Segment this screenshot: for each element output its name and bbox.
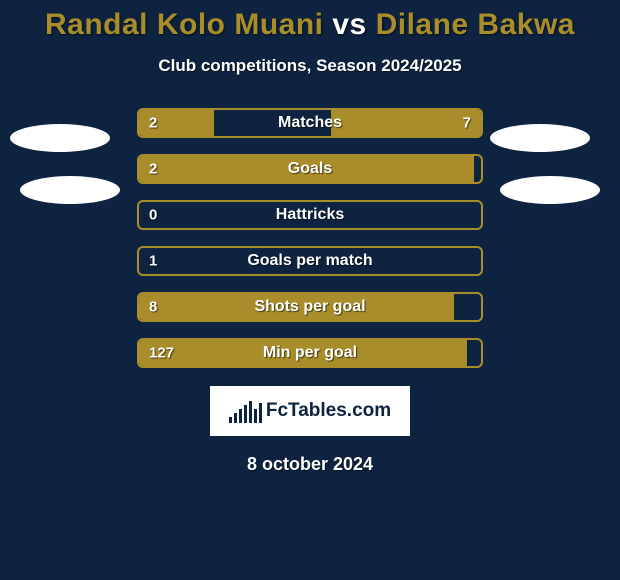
logo-text: FcTables.com [266,400,391,422]
stat-bar: 0 Hattricks [137,200,483,230]
chart-icon [229,399,262,423]
fctables-logo: FcTables.com [210,386,410,436]
stat-row-goals: 2 Goals [0,154,620,184]
comparison-widget: Randal Kolo Muani vs Dilane Bakwa Club c… [0,0,620,580]
fill-right [331,110,481,136]
stat-row-goals-per-match: 1 Goals per match [0,246,620,276]
stat-bar: 127 Min per goal [137,338,483,368]
stat-bar: 2 7 Matches [137,108,483,138]
page-title: Randal Kolo Muani vs Dilane Bakwa [0,0,620,42]
stat-label: Shots per goal [254,298,365,316]
stat-label: Matches [278,114,342,132]
stat-value-left: 2 [149,115,157,132]
stat-label: Min per goal [263,344,357,362]
player2-name: Dilane Bakwa [376,8,575,41]
stat-value-left: 127 [149,345,174,362]
stat-row-matches: 2 7 Matches [0,108,620,138]
stat-row-shots-per-goal: 8 Shots per goal [0,292,620,322]
stat-value-left: 1 [149,253,157,270]
subtitle: Club competitions, Season 2024/2025 [0,56,620,76]
player1-name: Randal Kolo Muani [45,8,324,41]
stat-bar: 1 Goals per match [137,246,483,276]
stat-value-left: 8 [149,299,157,316]
stat-bar: 2 Goals [137,154,483,184]
date-label: 8 october 2024 [0,454,620,475]
stat-value-left: 0 [149,207,157,224]
stat-row-min-per-goal: 127 Min per goal [0,338,620,368]
stat-label: Goals [288,160,332,178]
stat-label: Goals per match [247,252,372,270]
vs-text: vs [332,8,366,41]
stat-value-left: 2 [149,161,157,178]
stat-value-right: 7 [463,115,471,132]
stat-bar: 8 Shots per goal [137,292,483,322]
stat-row-hattricks: 0 Hattricks [0,200,620,230]
stat-label: Hattricks [276,206,344,224]
